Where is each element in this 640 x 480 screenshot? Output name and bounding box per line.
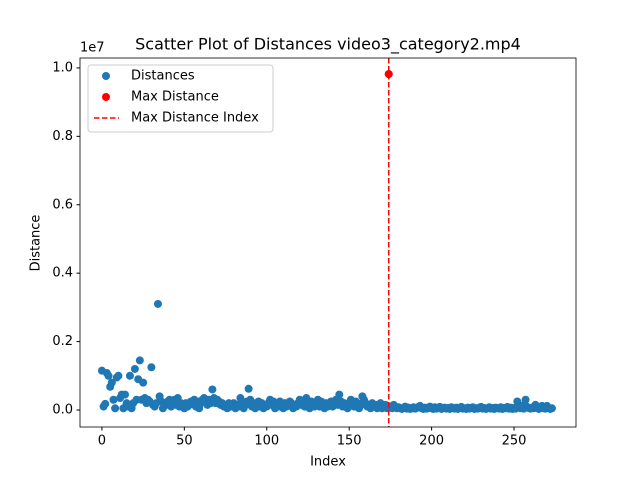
point xyxy=(147,363,156,372)
legend-label: Max Distance xyxy=(131,90,219,105)
x-tick-label: 150 xyxy=(337,434,362,449)
point xyxy=(121,390,130,399)
y-tick-label: 0.0 xyxy=(52,402,73,417)
point xyxy=(107,378,116,387)
y-tick-label: 0.8 xyxy=(52,129,73,144)
legend-label: Max Distance Index xyxy=(131,111,259,126)
x-tick-label: 0 xyxy=(98,434,106,449)
legend-box xyxy=(87,64,274,133)
legend-marker xyxy=(102,72,110,80)
point xyxy=(335,390,344,399)
point xyxy=(153,299,162,308)
y-tick-label: 0.2 xyxy=(52,334,73,349)
point xyxy=(208,385,217,394)
y-tick-label: 1.0 xyxy=(52,60,73,75)
point xyxy=(244,384,253,393)
x-axis-label: Index xyxy=(310,455,346,470)
point xyxy=(104,371,113,380)
y-tick-label: 0.4 xyxy=(52,266,73,281)
point xyxy=(109,395,118,404)
x-tick-label: 250 xyxy=(502,434,527,449)
point xyxy=(114,371,123,380)
legend-marker xyxy=(102,93,110,101)
x-tick-label: 100 xyxy=(254,434,279,449)
point xyxy=(139,378,148,387)
point xyxy=(111,404,120,413)
y-axis-label: Distance xyxy=(29,215,44,272)
point xyxy=(135,356,144,365)
point xyxy=(547,404,556,413)
plot-frame xyxy=(79,57,577,428)
x-tick-label: 50 xyxy=(176,434,193,449)
point xyxy=(125,371,134,380)
point xyxy=(521,395,530,404)
y-tick-label: 0.6 xyxy=(52,197,73,212)
chart-title: Scatter Plot of Distances video3_categor… xyxy=(135,35,521,55)
point xyxy=(101,399,110,408)
x-tick-label: 200 xyxy=(419,434,444,449)
legend-label: Distances xyxy=(131,69,195,84)
y-offset-label: 1e7 xyxy=(80,41,105,56)
point xyxy=(130,364,139,373)
